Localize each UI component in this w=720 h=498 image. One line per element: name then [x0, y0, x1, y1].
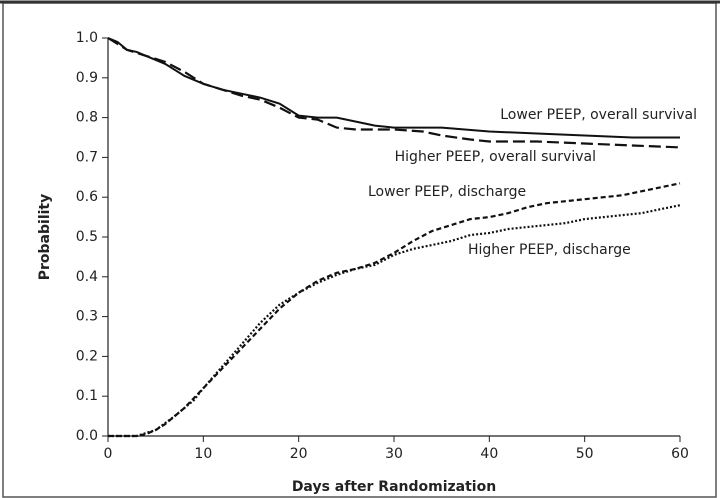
x-tick-label: 50: [576, 446, 594, 462]
series-line: [108, 182, 681, 438]
x-tick-label: 20: [290, 446, 308, 462]
y-tick-label: 0.3: [76, 309, 98, 325]
y-tick-label: 0.6: [76, 189, 98, 205]
y-tick-label: 0.7: [76, 149, 98, 165]
y-tick-label: 0.8: [76, 110, 98, 126]
series-label: Higher PEEP, overall survival: [395, 149, 596, 165]
y-tick-label: 0.2: [76, 348, 98, 364]
y-tick-label: 1.0: [76, 30, 98, 46]
x-tick-label: 60: [671, 446, 689, 462]
series-label: Lower PEEP, discharge: [368, 184, 526, 200]
y-tick-label: 0.0: [76, 428, 98, 444]
x-tick-label: 30: [385, 446, 403, 462]
series-line: [108, 204, 681, 438]
series-line: [107, 37, 681, 149]
x-tick-label: 40: [480, 446, 498, 462]
y-tick-label: 0.9: [76, 70, 98, 86]
y-axis-label: Probability: [37, 194, 53, 281]
y-tick-label: 0.1: [76, 388, 98, 404]
x-tick-label: 10: [194, 446, 212, 462]
series-label: Lower PEEP, overall survival: [500, 107, 697, 123]
y-tick-label: 0.5: [76, 229, 98, 245]
x-axis-label: Days after Randomization: [292, 479, 496, 495]
y-tick-label: 0.4: [76, 269, 98, 285]
x-tick-label: 0: [104, 446, 113, 462]
series-label: Higher PEEP, discharge: [468, 242, 631, 258]
